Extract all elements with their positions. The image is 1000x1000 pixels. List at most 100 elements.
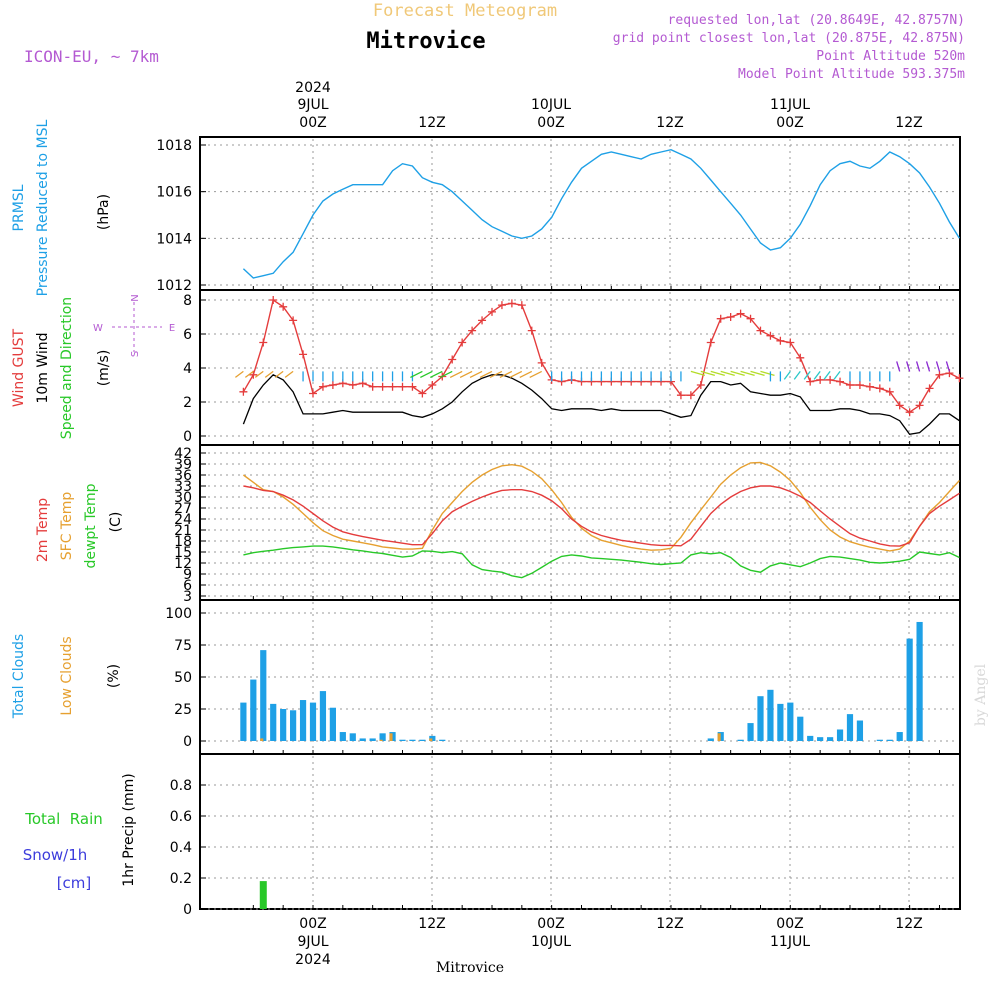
- gust-marker: [726, 313, 735, 321]
- wind-direction-arrow: [690, 370, 706, 377]
- pressure-panel: 1012 1014 1016 1018: [156, 136, 961, 294]
- gust-marker: [388, 382, 397, 391]
- y-tick-label: 25: [174, 702, 192, 718]
- gust-marker: [736, 309, 745, 318]
- gust-marker: [517, 301, 526, 310]
- model-altitude: Model Point Altitude 593.375m: [738, 67, 965, 82]
- y-tick-label: 6: [183, 327, 192, 343]
- total-clouds-bar: [747, 723, 754, 741]
- total-clouds-bar: [349, 733, 356, 741]
- wind-10m-label: 10m Wind: [35, 332, 51, 403]
- top-hour-label-3: 00Z: [537, 115, 564, 131]
- total-clouds-bar: [369, 738, 376, 741]
- wind-dir-label: Speed and Direction: [59, 297, 75, 439]
- gust-marker: [845, 381, 854, 389]
- forecast-title: Forecast Meteogram: [373, 1, 557, 21]
- total-clouds-bar: [856, 720, 864, 741]
- gust-marker: [299, 350, 308, 359]
- wind-direction-arrow: [264, 370, 274, 378]
- precip-axis-label: 1hr Precip (mm): [121, 773, 137, 886]
- gust-marker: [676, 391, 685, 400]
- watermark: by Angel: [973, 663, 989, 726]
- low-clouds-bar: [260, 738, 264, 741]
- precip-snow-unit: [cm]: [57, 874, 92, 892]
- gust-marker: [935, 370, 944, 379]
- top-hour-label-5: 00Z: [776, 115, 803, 131]
- total-clouds-bar: [737, 739, 744, 741]
- total-clouds-bar: [807, 735, 814, 741]
- wind-direction-arrow: [519, 370, 533, 378]
- gust-marker: [428, 381, 437, 389]
- wind-unit: (m/s): [96, 350, 112, 387]
- y-tick-label: 0: [183, 734, 192, 750]
- y-tick-label: 0: [183, 429, 192, 445]
- y-tick-label: 1014: [156, 231, 192, 247]
- temp-dewpt-label: dewpt Temp: [83, 483, 99, 568]
- gust-marker: [398, 382, 407, 391]
- wind-direction-arrow: [489, 370, 503, 378]
- bottom-hour-label-6: 12Z: [895, 916, 922, 932]
- bottom-date-label-3: 10JUL: [531, 934, 571, 950]
- total-clouds-bar: [339, 732, 346, 741]
- gust-marker: [865, 382, 874, 391]
- wind-direction-arrow: [740, 370, 755, 377]
- total-clouds-bar: [409, 739, 416, 741]
- point-altitude: Point Altitude 520m: [816, 49, 965, 64]
- y-tick-label: 15: [174, 545, 192, 561]
- wind-direction-arrow: [469, 370, 483, 378]
- gust-marker: [925, 384, 934, 393]
- gust-marker: [408, 382, 417, 391]
- wind-direction-arrow: [244, 370, 254, 378]
- low-clouds-bar: [717, 733, 721, 741]
- total-clouds-bar: [826, 737, 834, 741]
- precip-rain-label: Total Rain: [24, 810, 103, 828]
- gust-marker: [955, 374, 964, 383]
- gust-marker: [527, 326, 536, 335]
- total-clouds-bar: [797, 716, 804, 741]
- wind-direction-arrow: [720, 370, 735, 377]
- wind-direction-arrow: [235, 370, 244, 378]
- total-clouds-bar: [319, 691, 327, 741]
- y-tick-label: 9: [183, 567, 192, 583]
- wind-direction-arrow: [529, 370, 543, 378]
- wind-direction-arrow: [833, 371, 841, 380]
- gust-marker: [318, 382, 327, 391]
- total-clouds-bar: [787, 702, 794, 741]
- wind-direction-arrow: [925, 361, 931, 372]
- total-clouds-bar: [777, 703, 784, 741]
- gust-marker: [448, 355, 457, 364]
- y-tick-label: 1012: [156, 278, 192, 294]
- gust-marker: [885, 387, 894, 396]
- y-tick-label: 0.8: [170, 778, 192, 794]
- gust-marker: [259, 338, 268, 347]
- total-clouds-bar: [280, 709, 287, 741]
- gust-marker: [487, 307, 496, 316]
- wind-direction-arrow: [935, 361, 941, 372]
- gust-marker: [309, 389, 317, 398]
- gust-marker: [686, 391, 695, 400]
- top-date-label-1: 9JUL: [297, 97, 328, 113]
- gust-marker: [915, 401, 924, 410]
- wind-direction-arrow: [750, 370, 765, 377]
- wind-direction-arrow: [700, 370, 716, 377]
- gust-marker: [816, 375, 825, 384]
- wind-direction-arrow: [823, 371, 831, 380]
- y-tick-label: 8: [183, 293, 192, 309]
- top-year-label: 2024: [295, 80, 331, 96]
- y-tick-label: 27: [174, 501, 192, 517]
- wind-direction-arrow: [915, 361, 921, 372]
- total-clouds-bar: [896, 732, 903, 741]
- low-clouds-bar: [379, 739, 383, 741]
- gust-marker: [855, 381, 864, 389]
- gust-marker: [786, 338, 795, 347]
- gust-marker: [776, 336, 785, 345]
- wind-gust-label: Wind GUST: [11, 328, 27, 407]
- location-title: Mitrovice: [366, 29, 485, 54]
- gust-marker: [279, 302, 288, 311]
- temp-2m-label: 2m Temp: [35, 498, 51, 562]
- y-tick-label: 6: [183, 578, 192, 594]
- top-date-label-3: 10JUL: [531, 97, 571, 113]
- y-tick-label: 30: [174, 490, 192, 506]
- pressure-unit: (hPa): [96, 194, 112, 230]
- rain-bar: [259, 881, 267, 909]
